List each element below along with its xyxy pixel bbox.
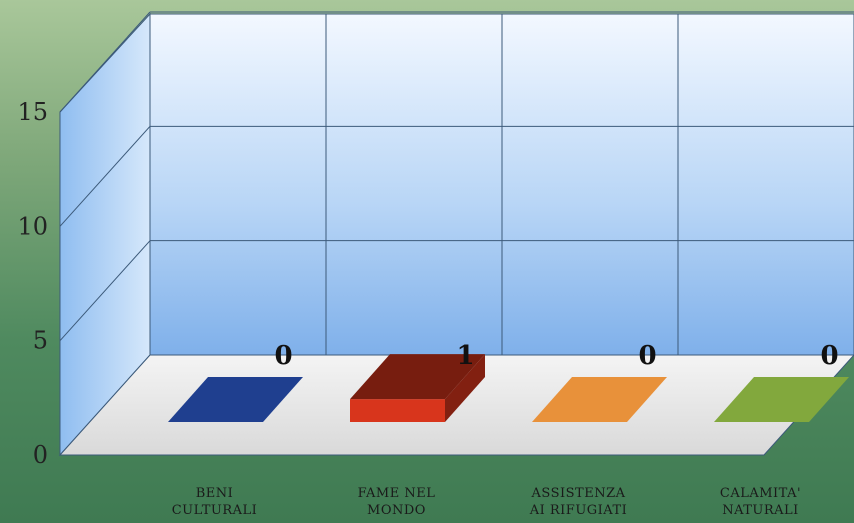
gridline-side	[59, 125, 151, 227]
category-labels: BENI CULTURALI FAME NEL MONDO ASSISTENZA AI R…	[172, 486, 801, 518]
gridline-side	[59, 11, 151, 113]
bar-top-face	[168, 377, 303, 422]
category-label: BENI CULTURALI	[172, 486, 258, 518]
bar	[714, 377, 849, 422]
y-tick-label: 15	[17, 98, 48, 126]
bar-top-face	[532, 377, 667, 422]
data-label: 0	[274, 341, 292, 371]
bar-front-face	[350, 399, 445, 422]
y-tick-label: 5	[33, 327, 48, 355]
data-label: 1	[456, 341, 474, 371]
y-tick-label: 0	[33, 441, 48, 469]
category-label: CALAMITA' NATURALI	[720, 486, 801, 518]
data-labels: 0 1 0 0	[274, 341, 838, 371]
bar	[532, 377, 667, 422]
bar-top-face	[350, 354, 485, 400]
category-label: FAME NEL MONDO	[358, 486, 436, 518]
y-axis-ticks: 0 5 10 15	[17, 98, 48, 469]
bar	[350, 354, 485, 422]
data-label: 0	[820, 341, 838, 371]
bar	[168, 377, 303, 422]
bar-top-face	[714, 377, 849, 422]
bars	[168, 354, 849, 422]
y-tick-label: 10	[17, 212, 48, 240]
data-label: 0	[638, 341, 656, 371]
category-label: ASSISTENZA AI RIFUGIATI	[529, 486, 628, 518]
gridline-side	[59, 240, 151, 342]
gridlines	[59, 11, 854, 355]
bar-side-face	[445, 354, 485, 422]
